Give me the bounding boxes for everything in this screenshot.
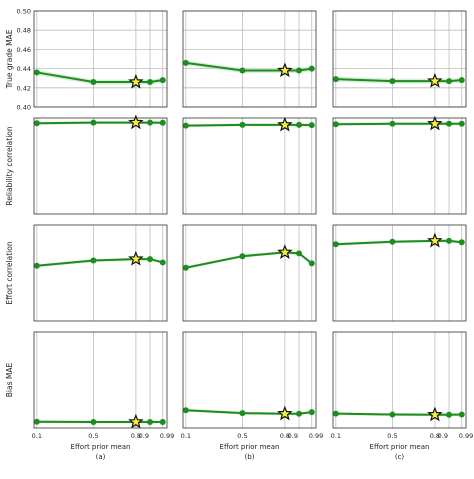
panel-bg-r2-c1 xyxy=(183,225,316,321)
point-r2-c0-3 xyxy=(147,256,153,262)
xtick-label-c0-0: 0.1 xyxy=(32,432,42,440)
point-r3-c1-4 xyxy=(309,409,315,415)
point-r0-c2-3 xyxy=(446,78,452,84)
point-r0-c1-4 xyxy=(309,66,315,72)
point-r0-c1-3 xyxy=(296,68,302,74)
point-r3-c1-3 xyxy=(296,411,302,417)
point-r0-c0-4 xyxy=(160,77,166,83)
xtick-label-c2-1: 0.5 xyxy=(387,432,397,440)
ylabel-row-3: Bias MAE xyxy=(5,363,14,398)
point-r2-c2-3 xyxy=(446,238,452,244)
point-r3-c0-1 xyxy=(90,419,96,425)
point-r1-c2-1 xyxy=(389,121,395,127)
point-r3-c2-3 xyxy=(446,412,452,418)
xtick-label-c0-3: 0.9 xyxy=(139,432,149,440)
point-r3-c2-0 xyxy=(333,411,339,417)
point-r1-c0-4 xyxy=(160,120,166,126)
column-caption-c1: (b) xyxy=(245,453,255,461)
point-r2-c2-1 xyxy=(389,239,395,245)
xtick-label-c1-4: 0.99 xyxy=(309,432,323,440)
ytick-label-r0-4: 0.48 xyxy=(17,27,31,35)
xtick-label-c2-3: 0.9 xyxy=(438,432,448,440)
panel-bg-r0-c2 xyxy=(333,11,466,107)
point-r2-c0-4 xyxy=(160,259,166,265)
ytick-label-r0-2: 0.44 xyxy=(17,65,31,73)
column-caption-c2: (c) xyxy=(395,453,405,461)
ytick-label-r0-3: 0.46 xyxy=(17,46,31,54)
point-r1-c2-3 xyxy=(446,121,452,127)
xtick-label-c0-1: 0.5 xyxy=(88,432,98,440)
ytick-label-r0-1: 0.42 xyxy=(17,84,31,92)
point-r2-c0-1 xyxy=(90,258,96,264)
point-r0-c1-1 xyxy=(239,68,245,74)
ylabel-row-2: Effort correlation xyxy=(5,241,14,304)
xlabel-c1: Effort prior mean xyxy=(220,443,280,451)
point-r3-c0-4 xyxy=(160,419,166,425)
point-r2-c0-0 xyxy=(34,263,40,269)
point-r3-c2-1 xyxy=(389,412,395,418)
point-r2-c2-4 xyxy=(459,239,465,245)
point-r0-c2-4 xyxy=(459,77,465,83)
xtick-label-c1-0: 0.1 xyxy=(181,432,191,440)
point-r3-c0-3 xyxy=(147,419,153,425)
point-r1-c1-3 xyxy=(296,122,302,128)
point-r1-c1-4 xyxy=(309,122,315,128)
panel-bg-r2-c0 xyxy=(34,225,167,321)
point-r0-c2-0 xyxy=(333,76,339,82)
point-r1-c2-4 xyxy=(459,121,465,127)
series-line-r1-c1 xyxy=(186,125,312,126)
column-caption-c0: (a) xyxy=(96,453,106,461)
ylabel-row-1: Reliability correlation xyxy=(5,126,14,206)
point-r0-c0-0 xyxy=(34,69,40,75)
ytick-label-r0-0: 0.40 xyxy=(17,104,31,112)
panel-bg-r1-c2 xyxy=(333,118,466,214)
xlabel-c0: Effort prior mean xyxy=(71,443,131,451)
point-r3-c1-0 xyxy=(183,407,189,413)
panel-bg-r3-c0 xyxy=(34,332,167,428)
panel-bg-r1-c0 xyxy=(34,118,167,214)
ytick-label-r0-5: 0.50 xyxy=(17,8,31,16)
point-r1-c0-0 xyxy=(34,120,40,126)
point-r1-c2-0 xyxy=(333,121,339,127)
panel-bg-r1-c1 xyxy=(183,118,316,214)
series-line-r3-c2 xyxy=(336,414,462,415)
point-r0-c2-1 xyxy=(389,78,395,84)
point-r2-c1-1 xyxy=(239,253,245,259)
point-r3-c2-4 xyxy=(459,412,465,418)
xtick-label-c1-3: 0.9 xyxy=(288,432,298,440)
point-r1-c0-3 xyxy=(147,120,153,126)
point-r2-c1-3 xyxy=(296,250,302,256)
xtick-label-c2-4: 0.99 xyxy=(459,432,473,440)
point-r2-c1-4 xyxy=(309,260,315,266)
xtick-label-c1-1: 0.5 xyxy=(237,432,247,440)
point-r3-c0-0 xyxy=(34,419,40,425)
point-r2-c2-0 xyxy=(333,241,339,247)
point-r1-c0-1 xyxy=(90,120,96,126)
point-r2-c1-0 xyxy=(183,265,189,271)
series-line-r1-c0 xyxy=(37,123,163,124)
panel-bg-r0-c0 xyxy=(34,11,167,107)
ylabel-row-0: True grade MAE xyxy=(5,29,14,89)
panel-bg-r0-c1 xyxy=(183,11,316,107)
xtick-label-c2-0: 0.1 xyxy=(331,432,341,440)
xlabel-c2: Effort prior mean xyxy=(370,443,430,451)
point-r1-c1-1 xyxy=(239,122,245,128)
point-r0-c0-3 xyxy=(147,79,153,85)
point-r1-c1-0 xyxy=(183,123,189,129)
point-r0-c1-0 xyxy=(183,60,189,66)
point-r3-c1-1 xyxy=(239,410,245,416)
xtick-label-c0-4: 0.99 xyxy=(160,432,174,440)
point-r0-c0-1 xyxy=(90,79,96,85)
